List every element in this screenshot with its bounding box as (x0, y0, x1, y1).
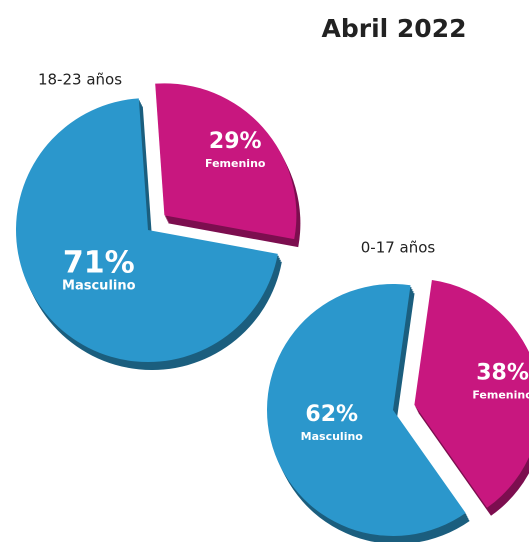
pie-slice (15, 98, 278, 363)
category-label: Masculino (62, 278, 136, 293)
pie-slice (155, 83, 297, 240)
category-label: Masculino (301, 430, 364, 443)
page-title: Abril 2022 (322, 14, 467, 43)
pie-title: 18-23 años (38, 71, 122, 89)
value-label: 71% (63, 245, 135, 280)
pie-slice (414, 280, 529, 508)
pie-slice (267, 284, 466, 536)
category-label: Femenino (205, 157, 266, 170)
value-label: 38% (476, 360, 529, 385)
pie-title: 0-17 años (361, 239, 436, 257)
value-label: 62% (305, 402, 358, 427)
category-label: Femenino (472, 388, 529, 401)
value-label: 29% (209, 129, 262, 154)
